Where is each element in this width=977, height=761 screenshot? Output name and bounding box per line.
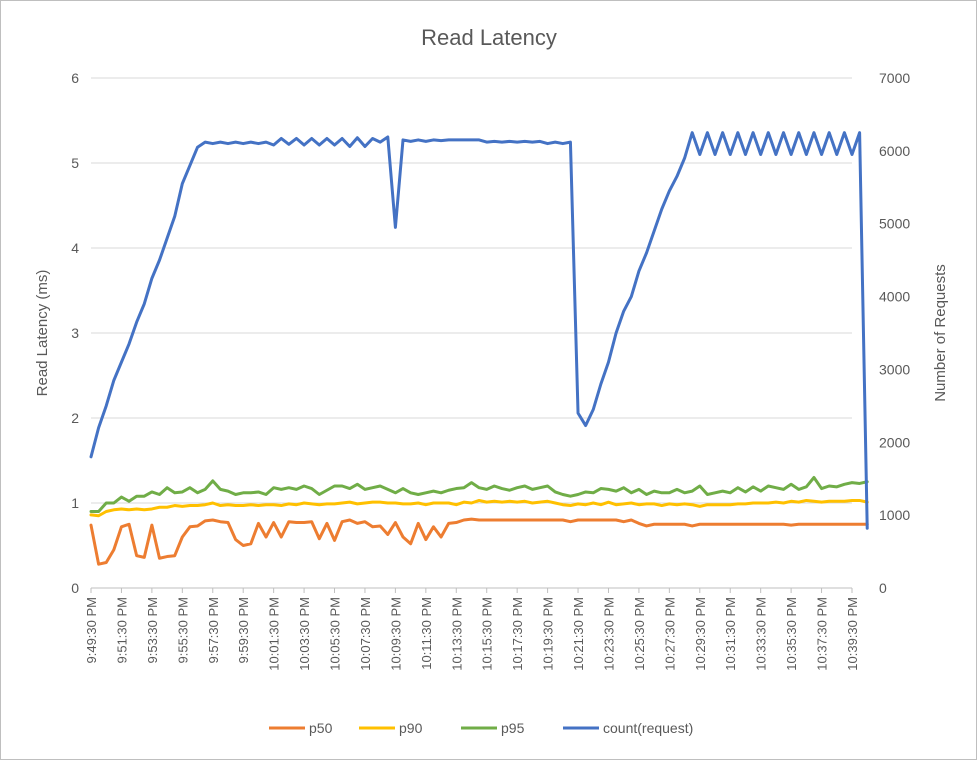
y2-tick-label: 0 [879,580,887,596]
x-tick-label: 10:15:30 PM [480,597,495,671]
x-tick-label: 10:39:30 PM [845,597,860,671]
y2-tick-label: 5000 [879,216,910,232]
series-line-p95 [89,476,869,513]
x-tick-label: 9:51:30 PM [114,597,129,664]
chart-title: Read Latency [421,25,557,50]
x-tick-label: 10:09:30 PM [388,597,403,671]
x-axis: 9:49:30 PM 9:51:30 PM 9:53:30 PM 9:55:30 PM… [84,588,860,671]
y-axis-left: 0 1 2 3 4 5 6 [71,70,79,596]
y2-tick-label: 4000 [879,289,910,305]
y-tick-label: 4 [71,240,79,256]
series-line-p90 [89,498,869,518]
y-axis-label: Read Latency (ms) [34,270,51,397]
y-tick-label: 2 [71,410,79,426]
x-tick-label: 9:55:30 PM [175,597,190,664]
legend-label: count(request) [603,720,693,736]
x-tick-label: 10:17:30 PM [510,597,525,671]
x-tick-label: 9:49:30 PM [84,597,99,664]
x-tick-label: 9:59:30 PM [236,597,251,664]
series-line-count-request [89,131,869,530]
series-lines [89,131,869,566]
x-tick-label: 10:13:30 PM [449,597,464,671]
x-tick-label: 10:37:30 PM [815,597,830,671]
gridlines [91,77,852,589]
x-tick-label: 10:29:30 PM [693,597,708,671]
series-line-p50 [89,517,869,566]
legend-label: p90 [399,720,423,736]
y2-tick-label: 2000 [879,434,910,450]
x-tick-label: 10:07:30 PM [358,597,373,671]
x-tick-label: 10:05:30 PM [328,597,343,671]
x-tick-label: 10:27:30 PM [662,597,677,671]
x-tick-label: 10:35:30 PM [784,597,799,671]
legend: p50 p90 p95 count(request) [269,720,693,736]
y-tick-label: 0 [71,580,79,596]
x-tick-label: 10:19:30 PM [541,597,556,671]
x-tick-label: 10:23:30 PM [601,597,616,671]
legend-label: p95 [501,720,525,736]
y-axis-right: 0 1000 2000 3000 4000 5000 6000 7000 [879,70,910,596]
y-tick-label: 6 [71,70,79,86]
x-tick-label: 10:01:30 PM [267,597,282,671]
legend-label: p50 [309,720,333,736]
y-tick-label: 3 [71,325,79,341]
x-tick-label: 9:57:30 PM [206,597,221,664]
x-tick-label: 10:25:30 PM [632,597,647,671]
y2-tick-label: 3000 [879,361,910,377]
x-tick-label: 10:33:30 PM [754,597,769,671]
x-tick-label: 9:53:30 PM [145,597,160,664]
x-tick-label: 10:21:30 PM [571,597,586,671]
y2-tick-label: 6000 [879,143,910,159]
y-tick-label: 5 [71,155,79,171]
x-tick-label: 10:31:30 PM [723,597,738,671]
y2-tick-label: 1000 [879,507,910,523]
y-tick-label: 1 [71,495,79,511]
y2-axis-label: Number of Requests [932,264,949,402]
x-tick-label: 10:03:30 PM [297,597,312,671]
x-tick-label: 10:11:30 PM [419,597,434,670]
y2-tick-label: 7000 [879,70,910,86]
